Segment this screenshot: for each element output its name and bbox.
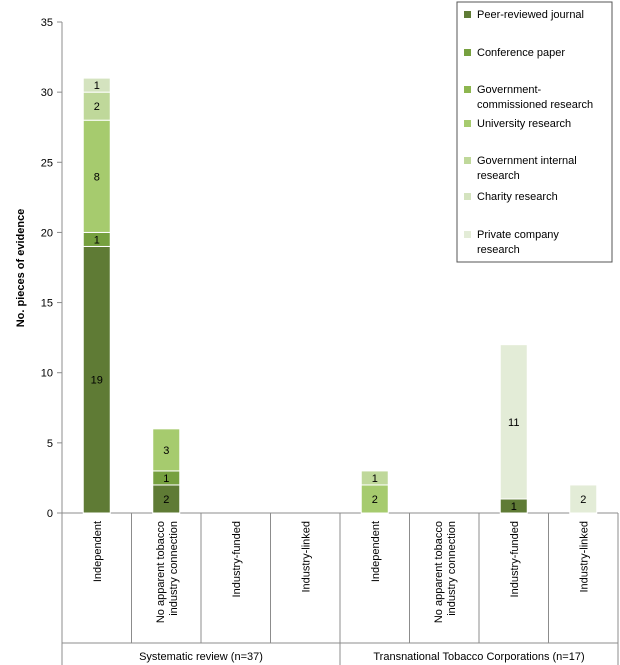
legend-entry: Private company research	[464, 229, 559, 256]
data-label: 3	[163, 445, 169, 457]
x-tick-label-line: industry connection	[446, 521, 458, 616]
y-tick-label: 35	[41, 17, 53, 29]
data-label: 2	[94, 101, 100, 113]
y-tick-label: 25	[41, 157, 53, 169]
y-tick-label: 20	[41, 227, 53, 239]
legend-entry: Government internal research	[464, 155, 577, 182]
x-tick-label-line: Independent	[92, 521, 104, 582]
group-label: Systematic review (n=37)	[139, 651, 263, 663]
data-label: 2	[372, 494, 378, 506]
legend-box	[456, 1, 613, 263]
y-tick-label: 30	[41, 87, 53, 99]
legend-swatch	[464, 157, 471, 164]
x-tick-label-line: Independent	[370, 521, 382, 582]
legend-label: commissioned research	[477, 99, 593, 111]
legend-entry: Conference paper	[464, 47, 565, 59]
y-tick-label: 0	[47, 508, 53, 520]
legend-label: research	[477, 244, 520, 256]
x-tick-label: Industry-linked	[578, 521, 590, 593]
bar-segment	[569, 484, 598, 514]
legend-label: Peer-reviewed journal	[477, 9, 584, 21]
data-label: 1	[372, 473, 378, 485]
data-label: 1	[511, 501, 517, 513]
legend: Peer-reviewed journal Conference paper Gov…	[456, 1, 613, 263]
x-tick-label: Industry-linked	[300, 521, 312, 593]
y-axis-title: No. pieces of evidence	[15, 209, 27, 328]
legend-entry: Charity research	[464, 191, 558, 203]
x-tick-label: Independent	[92, 521, 104, 582]
y-tick-label: 15	[41, 298, 53, 310]
legend-swatch	[464, 86, 471, 93]
bar-segment	[499, 344, 528, 500]
legend-entry: University research	[464, 118, 571, 130]
legend-label: Government internal	[477, 155, 577, 167]
bar-segment	[152, 484, 181, 514]
y-axis: 0 5 10 15 20 25 30 35	[41, 17, 62, 520]
bar-segment	[152, 428, 181, 472]
x-axis: Independent No apparent tobacco industry c…	[62, 513, 618, 665]
data-label: 8	[94, 171, 100, 183]
bar-segment	[82, 77, 111, 93]
y-tick-label: 10	[41, 368, 53, 380]
bar-segment	[82, 245, 111, 514]
data-label: 11	[508, 417, 519, 429]
legend-swatch	[464, 231, 471, 238]
x-tick-label: No apparent tobacco industry connection	[433, 521, 458, 623]
data-label: 1	[94, 234, 100, 246]
legend-swatch	[464, 120, 471, 127]
legend-swatch	[464, 11, 471, 18]
x-tick-label: Independent	[370, 521, 382, 582]
x-tick-label-line: No apparent tobacco	[155, 521, 167, 623]
legend-swatch	[464, 193, 471, 200]
x-tick-label: Industry-funded	[231, 521, 243, 597]
legend-label: Conference paper	[477, 47, 565, 59]
x-tick-label-line: Industry-linked	[578, 521, 590, 593]
x-tick-label-line: industry connection	[168, 521, 180, 616]
legend-label: Government-	[477, 84, 542, 96]
legend-label: research	[477, 170, 520, 182]
data-label: 1	[163, 473, 169, 485]
x-tick-label: Industry-funded	[509, 521, 521, 597]
x-tick-label-line: Industry-funded	[231, 521, 243, 597]
data-label: 2	[163, 494, 169, 506]
y-tick-label: 5	[47, 438, 53, 450]
x-tick-label-line: Industry-funded	[509, 521, 521, 597]
x-tick-label-line: No apparent tobacco	[433, 521, 445, 623]
group-label: Transnational Tobacco Corporations (n=17…	[373, 651, 584, 663]
legend-entry: Peer-reviewed journal	[464, 9, 584, 21]
legend-label: University research	[477, 118, 571, 130]
data-label: 1	[94, 80, 100, 92]
bar-segment	[360, 470, 389, 486]
legend-label: Private company	[477, 229, 559, 241]
data-label: 19	[91, 375, 103, 387]
legend-entry: Government-commissioned research	[464, 84, 593, 111]
legend-label: Charity research	[477, 191, 558, 203]
x-tick-label-line: Industry-linked	[300, 521, 312, 593]
data-label: 2	[580, 494, 586, 506]
bar-segment	[82, 119, 111, 233]
x-tick-label: No apparent tobacco industry connection	[155, 521, 180, 623]
legend-swatch	[464, 49, 471, 56]
